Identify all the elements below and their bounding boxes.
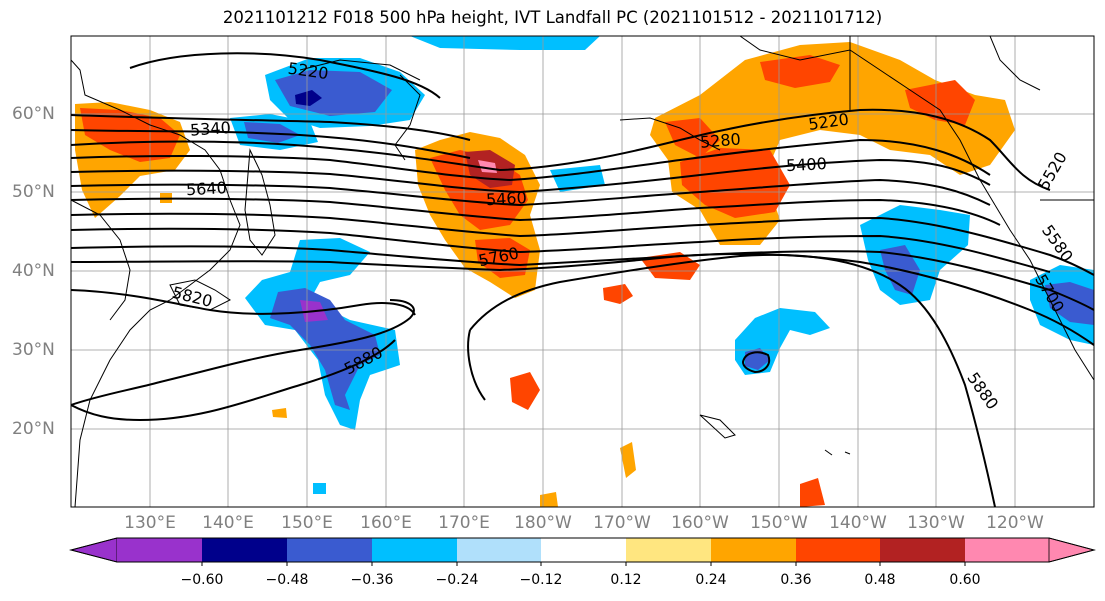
lon-label-130e: 130°E [124,513,176,533]
contour-label-5400: 5400 [786,154,828,175]
colorbar-bin-7 [626,538,711,562]
colorbar-bin-4 [372,538,457,562]
lon-label-170w: 170°W [593,513,651,533]
colorbar [69,537,1096,566]
colorbar-tick-label: 0.24 [695,572,727,588]
contour-label-5280: 5280 [699,129,741,151]
colorbar-bin-3 [287,538,372,562]
height-contours [71,52,1094,507]
lon-label-150e: 150°E [281,513,333,533]
colorbar-extend-high [1048,537,1096,563]
colorbar-bin-2 [202,538,287,562]
lon-label-120w: 120°W [986,513,1044,533]
colorbar-tick-label: −0.12 [519,572,563,588]
colorbar-extend-low [69,537,118,563]
colorbar-bin-9 [796,538,880,562]
colorbar-tick-label: −0.48 [265,572,309,588]
contour-label-5460: 5460 [486,188,528,209]
lon-label-140e: 140°E [202,513,254,533]
colorbar-bin-1 [117,538,202,562]
lat-label-60n: 60°N [12,104,55,124]
lat-label-20n: 20°N [12,419,55,439]
colorbar-tick-label: 0.12 [610,572,642,588]
colorbar-bin-10 [880,538,965,562]
colorbar-tick-label: 0.36 [780,572,812,588]
colorbar-tick-label: −0.24 [435,572,479,588]
lon-label-150w: 150°W [750,513,808,533]
colorbar-tick-label: −0.60 [180,572,224,588]
lon-label-140w: 140°W [829,513,887,533]
lon-label-160e: 160°E [360,513,412,533]
ivt-negative-regions [230,36,1094,494]
lat-label-50n: 50°N [12,182,55,202]
colorbar-bin-8 [711,538,796,562]
lon-label-180w: 180°W [514,513,572,533]
lon-label-170e: 170°E [438,513,490,533]
lat-label-30n: 30°N [12,340,55,360]
colorbar-bin-5 [457,538,541,562]
colorbar-tick-label: −0.36 [350,572,394,588]
coastlines [71,36,1094,507]
lat-label-40n: 40°N [12,261,55,281]
contour-label-5340: 5340 [189,118,231,140]
map-title: 2021101212 F018 500 hPa height, IVT Land… [222,8,883,27]
colorbar-tick-label: 0.48 [864,572,896,588]
lon-label-130w: 130°W [907,513,965,533]
lon-label-160w: 160°W [671,513,729,533]
colorbar-tick-label: 0.60 [949,572,981,588]
colorbar-bin-11 [965,538,1049,562]
colorbar-bin-6 [541,538,626,562]
contour-label-5640: 5640 [186,178,228,199]
